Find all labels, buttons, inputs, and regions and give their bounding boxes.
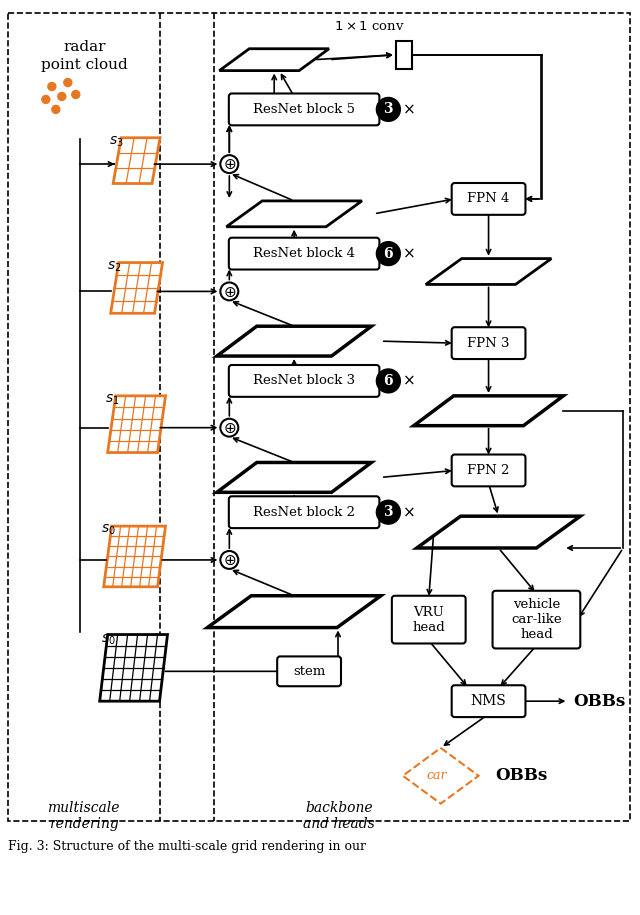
Text: VRU
head: VRU head bbox=[412, 606, 445, 633]
Circle shape bbox=[220, 419, 238, 436]
FancyBboxPatch shape bbox=[452, 455, 525, 487]
Circle shape bbox=[72, 91, 80, 99]
Text: point cloud: point cloud bbox=[42, 58, 128, 71]
Circle shape bbox=[48, 82, 56, 91]
Text: ResNet block 3: ResNet block 3 bbox=[253, 374, 355, 387]
FancyBboxPatch shape bbox=[493, 591, 580, 649]
Text: $\times$: $\times$ bbox=[403, 247, 415, 261]
Polygon shape bbox=[207, 596, 381, 628]
Text: $\oplus$: $\oplus$ bbox=[223, 285, 236, 299]
Circle shape bbox=[52, 105, 60, 113]
FancyBboxPatch shape bbox=[229, 496, 380, 528]
Text: ResNet block 5: ResNet block 5 bbox=[253, 102, 355, 116]
Text: stem: stem bbox=[293, 665, 325, 678]
Polygon shape bbox=[227, 201, 362, 227]
Text: 3: 3 bbox=[383, 505, 393, 519]
Circle shape bbox=[376, 98, 401, 122]
Text: $\oplus$: $\oplus$ bbox=[223, 157, 236, 172]
Circle shape bbox=[376, 369, 401, 393]
Polygon shape bbox=[104, 526, 166, 587]
Text: multiscale
rendering: multiscale rendering bbox=[47, 801, 120, 831]
Circle shape bbox=[220, 156, 238, 173]
Text: 6: 6 bbox=[383, 247, 393, 261]
Text: ResNet block 4: ResNet block 4 bbox=[253, 247, 355, 260]
Polygon shape bbox=[100, 634, 168, 701]
Text: $s_0$: $s_0$ bbox=[101, 632, 116, 647]
FancyBboxPatch shape bbox=[229, 93, 380, 125]
Polygon shape bbox=[217, 327, 371, 356]
Text: Fig. 3: Structure of the multi-scale grid rendering in our: Fig. 3: Structure of the multi-scale gri… bbox=[8, 840, 366, 854]
Circle shape bbox=[376, 501, 401, 524]
FancyBboxPatch shape bbox=[452, 183, 525, 215]
Circle shape bbox=[58, 92, 66, 101]
Text: $s_0$: $s_0$ bbox=[101, 522, 116, 537]
Circle shape bbox=[220, 283, 238, 300]
Text: FPN 3: FPN 3 bbox=[467, 337, 510, 350]
Text: FPN 2: FPN 2 bbox=[467, 464, 509, 477]
FancyBboxPatch shape bbox=[452, 328, 525, 359]
Text: ResNet block 2: ResNet block 2 bbox=[253, 506, 355, 519]
Text: $1 \times 1$ conv: $1 \times 1$ conv bbox=[333, 20, 404, 33]
Text: backbone
and heads: backbone and heads bbox=[303, 801, 375, 831]
Polygon shape bbox=[414, 396, 563, 425]
FancyBboxPatch shape bbox=[277, 656, 341, 686]
Text: FPN 4: FPN 4 bbox=[467, 192, 509, 205]
Polygon shape bbox=[108, 396, 166, 453]
Text: $\times$: $\times$ bbox=[403, 102, 415, 116]
Circle shape bbox=[64, 79, 72, 87]
FancyBboxPatch shape bbox=[392, 596, 466, 643]
Text: radar: radar bbox=[63, 39, 106, 54]
Text: $s_1$: $s_1$ bbox=[106, 393, 120, 407]
Text: OBBs: OBBs bbox=[495, 768, 548, 784]
Text: $\oplus$: $\oplus$ bbox=[223, 553, 236, 568]
Circle shape bbox=[376, 242, 401, 265]
Circle shape bbox=[220, 551, 238, 569]
Polygon shape bbox=[217, 462, 371, 492]
FancyBboxPatch shape bbox=[229, 238, 380, 270]
Polygon shape bbox=[111, 263, 163, 313]
Text: car: car bbox=[426, 770, 447, 782]
Text: 3: 3 bbox=[383, 102, 393, 116]
FancyBboxPatch shape bbox=[452, 685, 525, 717]
Text: $\oplus$: $\oplus$ bbox=[223, 421, 236, 436]
Polygon shape bbox=[113, 138, 160, 184]
Text: $s_2$: $s_2$ bbox=[108, 259, 122, 274]
FancyBboxPatch shape bbox=[229, 365, 380, 397]
Polygon shape bbox=[426, 259, 552, 285]
Text: 6: 6 bbox=[383, 374, 393, 388]
Text: OBBs: OBBs bbox=[573, 693, 625, 710]
Circle shape bbox=[42, 95, 50, 103]
Polygon shape bbox=[220, 48, 329, 70]
Polygon shape bbox=[417, 516, 580, 548]
Text: vehicle
car-like
head: vehicle car-like head bbox=[511, 598, 562, 641]
Bar bbox=[396, 41, 412, 69]
Text: $s_3$: $s_3$ bbox=[109, 135, 124, 149]
Text: $\times$: $\times$ bbox=[403, 505, 415, 519]
Text: NMS: NMS bbox=[470, 694, 506, 708]
Text: $\times$: $\times$ bbox=[403, 374, 415, 388]
